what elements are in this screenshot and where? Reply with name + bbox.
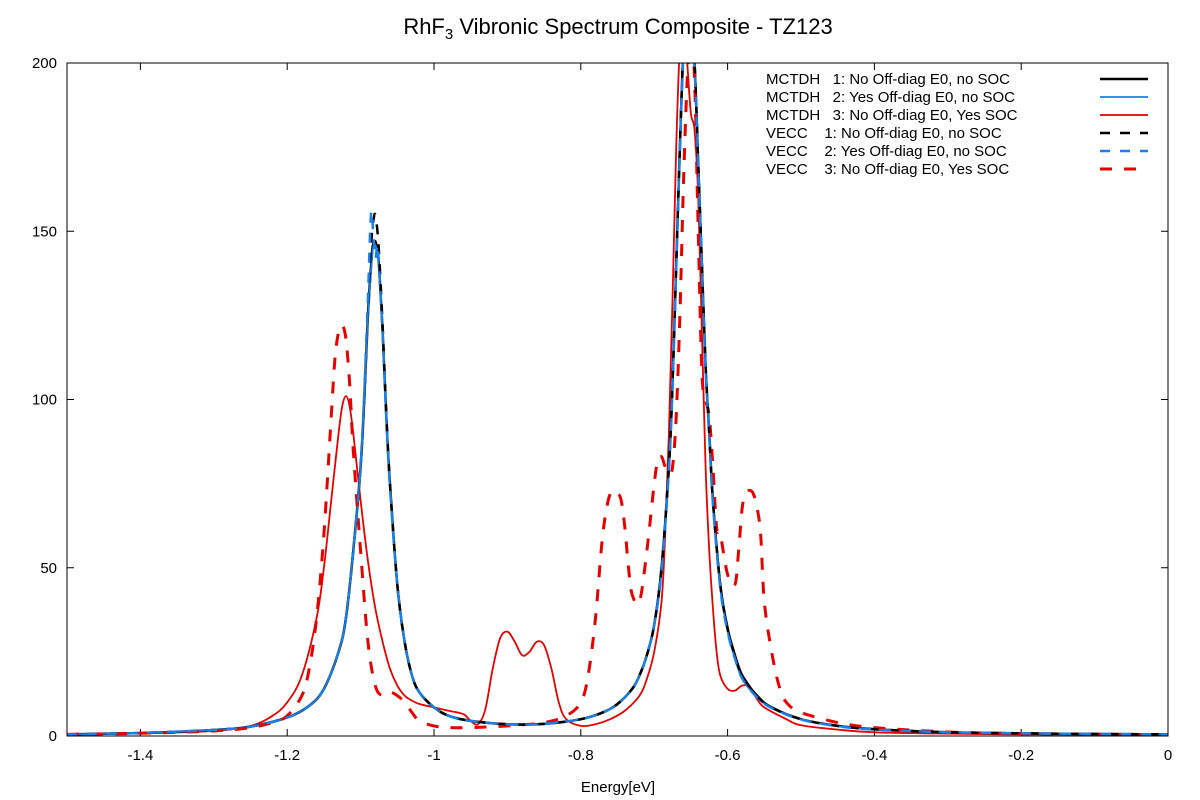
y-tick-label: 150 <box>32 223 57 240</box>
x-tick-label: -1.2 <box>274 747 300 764</box>
series-line-6 <box>67 63 1168 736</box>
x-tick-label: -1.4 <box>127 747 153 764</box>
y-tick-label: 0 <box>49 728 57 745</box>
series-line-5 <box>67 63 1168 736</box>
legend-label: MCTDH 2: Yes Off-diag E0, no SOC <box>766 89 1015 106</box>
x-tick-label: -0.6 <box>715 747 741 764</box>
plot-frame <box>66 62 1169 737</box>
series-lines <box>67 63 1168 736</box>
axis-ticks: -1.4 -1.2 -1 -0.8 -0.6 -0.4 -0.2 0 0 50 100 150 200 <box>32 55 1172 764</box>
y-tick-label: 50 <box>40 560 57 577</box>
x-tick-label: -0.4 <box>861 747 887 764</box>
x-tick-label: -1 <box>427 747 440 764</box>
y-tick-label: 100 <box>32 392 57 409</box>
x-tick-label: -0.2 <box>1008 747 1034 764</box>
legend-label: VECC 2: Yes Off-diag E0, no SOC <box>766 143 1007 160</box>
legend-label: VECC 1: No Off-diag E0, no SOC <box>766 125 1002 142</box>
x-tick-label: -0.8 <box>568 747 594 764</box>
legend-label: MCTDH 3: No Off-diag E0, Yes SOC <box>766 107 1018 124</box>
legend-label: MCTDH 1: No Off-diag E0, no SOC <box>766 71 1010 88</box>
x-axis-label: Energy[eV] <box>581 779 655 796</box>
x-tick-label: 0 <box>1164 747 1172 764</box>
legend-label: VECC 3: No Off-diag E0, Yes SOC <box>766 161 1009 178</box>
y-tick-label: 200 <box>32 55 57 72</box>
chart-title: RhF3 Vibronic Spectrum Composite - TZ123 <box>403 14 832 43</box>
